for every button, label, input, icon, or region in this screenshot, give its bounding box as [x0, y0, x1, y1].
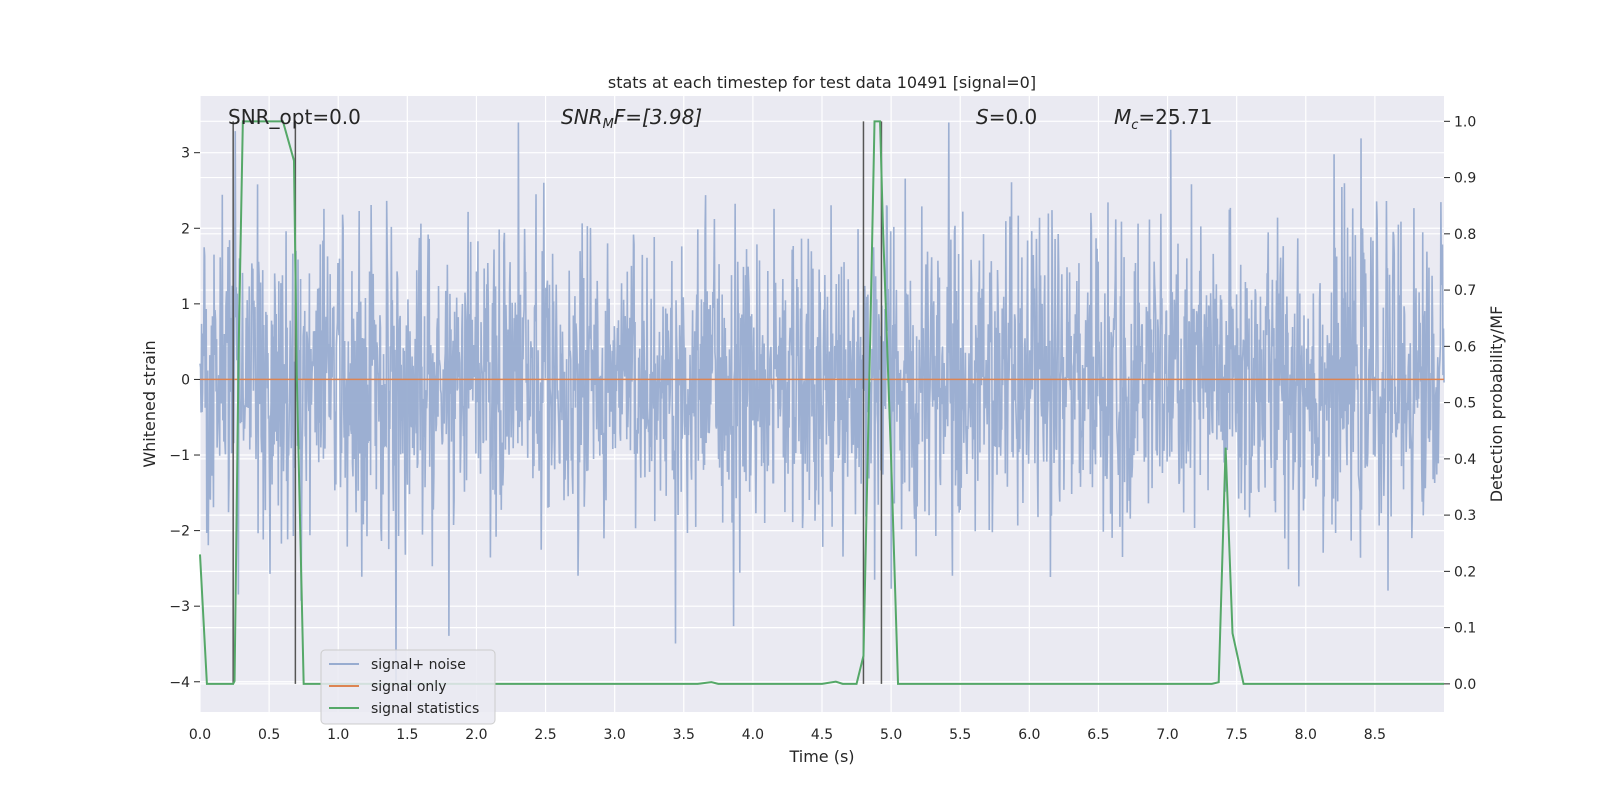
x-tick-label: 5.0: [880, 727, 902, 743]
annotation-snr-opt: SNR_opt=0.0: [228, 105, 361, 129]
right-y-tick-label: 0.4: [1454, 452, 1476, 468]
left-y-tick-label: −4: [169, 675, 190, 691]
legend-label-signal: signal only: [371, 679, 446, 695]
right-y-tick-label: 0.6: [1454, 339, 1476, 355]
x-tick-label: 2.0: [465, 727, 487, 743]
right-y-tick-label: 0.5: [1454, 396, 1476, 412]
x-tick-label: 4.5: [811, 727, 833, 743]
x-tick-label: 1.0: [327, 727, 349, 743]
signal-plus-noise-series: [199, 122, 1445, 682]
x-tick-label: 1.5: [396, 727, 418, 743]
right-y-tick-label: 0.9: [1454, 171, 1476, 187]
left-y-axis-ticks: 3 2 1 0 −1 −2 −3 −4: [169, 146, 200, 691]
left-y-tick-label: −2: [169, 524, 190, 540]
x-tick-label: 7.0: [1156, 727, 1178, 743]
legend: signal+ noise signal only signal statist…: [320, 649, 496, 725]
statistics-line: [199, 120, 1444, 685]
x-tick-label: 7.5: [1226, 727, 1248, 743]
x-tick-label: 6.5: [1087, 727, 1109, 743]
left-y-tick-label: 2: [181, 221, 190, 237]
annotation-s: S=0.0: [976, 105, 1037, 129]
right-y-tick-label: 0.8: [1454, 227, 1476, 243]
x-tick-label: 6.0: [1018, 727, 1040, 743]
legend-label-noise: signal+ noise: [371, 657, 466, 673]
noise-line: [199, 122, 1445, 682]
left-y-tick-label: −1: [169, 448, 190, 464]
right-y-axis-label: Detection probability/MF: [1487, 306, 1506, 503]
chart-title: stats at each timestep for test data 104…: [608, 73, 1036, 92]
left-y-tick-label: −3: [169, 599, 190, 615]
x-tick-label: 4.0: [742, 727, 764, 743]
x-tick-label: 5.5: [949, 727, 971, 743]
x-tick-label: 2.5: [534, 727, 556, 743]
x-tick-label: 8.0: [1295, 727, 1317, 743]
annotation-mc: Mc=25.71: [1114, 105, 1212, 133]
x-tick-label: 3.0: [604, 727, 626, 743]
x-tick-label: 3.5: [673, 727, 695, 743]
right-y-tick-label: 0.7: [1454, 283, 1476, 299]
right-y-tick-label: 1.0: [1454, 114, 1476, 130]
left-y-tick-label: 3: [181, 146, 190, 162]
right-y-axis-ticks: 1.0 0.9 0.8 0.7 0.6 0.5 0.4 0.3 0.2 0.1 0.0: [1444, 114, 1476, 693]
legend-label-statistics: signal statistics: [371, 701, 479, 717]
x-tick-label: 8.5: [1364, 727, 1386, 743]
right-y-tick-label: 0.0: [1454, 677, 1476, 693]
legend-box: [320, 649, 496, 725]
left-y-tick-label: 1: [181, 297, 190, 313]
left-y-tick-label: 0: [181, 372, 190, 388]
right-y-tick-label: 0.1: [1454, 621, 1476, 637]
x-tick-label: 0.0: [189, 727, 211, 743]
annotation-snr-mf: SNRMF=[3.98]: [561, 105, 702, 132]
right-y-tick-label: 0.2: [1454, 564, 1476, 580]
x-axis-label: Time (s): [788, 747, 854, 766]
left-y-axis-label: Whitened strain: [140, 340, 159, 467]
right-y-tick-label: 0.3: [1454, 508, 1476, 524]
x-tick-label: 0.5: [258, 727, 280, 743]
x-axis-ticks: 0.0 0.5 1.0 1.5 2.0 2.5 3.0 3.5 4.0 4.5 5.0 5.5 6.0 6…: [189, 727, 1386, 743]
signal-statistics-series: [199, 120, 1444, 685]
